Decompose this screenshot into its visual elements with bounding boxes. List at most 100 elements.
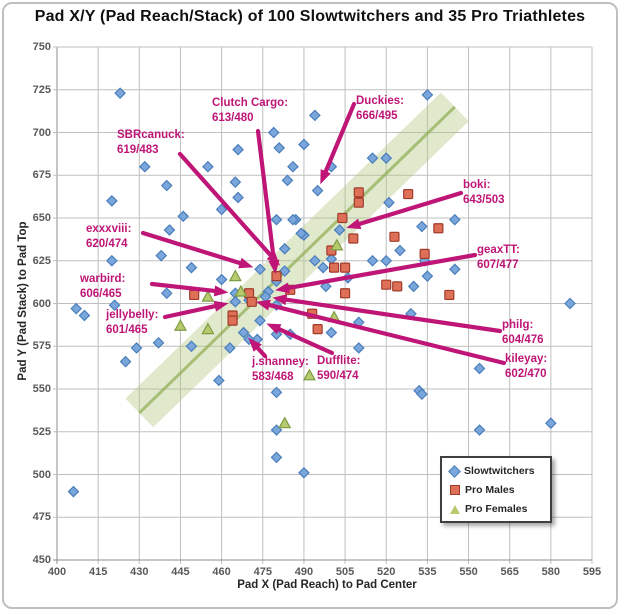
annotation-arrow xyxy=(177,151,273,258)
slowtwitcher-point xyxy=(78,309,91,322)
y-tick-label: 725 xyxy=(32,83,51,96)
y-tick-label: 650 xyxy=(32,212,51,224)
annotation-arrow xyxy=(162,304,217,320)
slowtwitcher-point xyxy=(155,249,168,262)
pro-male-point xyxy=(312,324,323,335)
pro-male-point xyxy=(381,279,392,290)
pro-female-point xyxy=(234,284,248,297)
annotation-jellybelly: jellybelly: 601/465 xyxy=(106,308,158,338)
chart-title: Pad X/Y (Pad Reach/Stack) of 100 Slowtwi… xyxy=(34,8,586,25)
slowtwitcher-point xyxy=(394,244,406,257)
slowtwitcher-point xyxy=(237,326,250,339)
annotation-arrowhead xyxy=(238,257,254,269)
annotation-name: jellybelly: xyxy=(106,309,159,321)
slowtwitcher-point xyxy=(309,254,321,267)
annotation-arrow xyxy=(284,297,503,334)
y-tick-label: 700 xyxy=(32,126,51,139)
slowtwitcher-point xyxy=(295,227,308,240)
x-tick-label: 475 xyxy=(253,566,272,578)
x-tick-label: 520 xyxy=(377,566,396,578)
slowtwitcher-point xyxy=(70,302,83,315)
slowtwitcher-point xyxy=(177,210,190,223)
annotation-name: geaxTT: xyxy=(477,244,520,256)
x-tick-label: 460 xyxy=(212,566,231,578)
annotation-geaxtt: geaxTT: 607/477 xyxy=(477,243,520,273)
slowtwitcher-point xyxy=(270,451,283,464)
pro-male-point xyxy=(403,188,414,200)
slowtwitcher-point xyxy=(232,143,244,156)
annotation-exxxviii: exxxviii: 620/474 xyxy=(86,222,131,252)
annotation-arrowhead xyxy=(275,282,290,294)
slowtwitcher-point xyxy=(448,263,461,276)
pro-female-point xyxy=(278,416,292,429)
annotation-arrowhead xyxy=(255,299,271,311)
annotation-sbrcanuck: SBRcanuck: 619/483 xyxy=(117,128,185,158)
slowtwitcher-point xyxy=(309,109,321,122)
legend-label: Slowtwitchers xyxy=(464,465,535,477)
slowtwitcher-point xyxy=(114,87,126,100)
slowtwitcher-point xyxy=(366,254,379,267)
annotation-arrowhead xyxy=(266,251,280,266)
annotation-arrow xyxy=(277,327,335,356)
slowtwitcher-point xyxy=(202,160,214,173)
annotation-name: boki: xyxy=(463,179,491,191)
x-tick-label: 535 xyxy=(418,566,437,578)
slowtwitcher-point xyxy=(223,342,236,354)
slowtwitcher-point xyxy=(119,355,132,368)
slowtwitcher-point xyxy=(229,176,242,188)
annotation-arrow xyxy=(149,281,217,293)
pro-female-point xyxy=(228,269,242,282)
slowtwitcher-point xyxy=(383,196,395,209)
pro-male-point xyxy=(246,296,257,307)
slowtwitcher-point xyxy=(106,195,118,207)
diamond-marker-icon xyxy=(448,464,461,478)
annotation-value: 613/480 xyxy=(212,111,254,124)
slowtwitcher-point xyxy=(267,126,280,139)
pro-male-point xyxy=(392,281,403,292)
annotation-arrow xyxy=(140,230,243,266)
y-tick-label: 575 xyxy=(32,340,51,353)
annotation-kileyay: kileyay: 602/470 xyxy=(505,352,547,382)
annotation-arrowhead xyxy=(213,300,229,312)
annotation-arrow xyxy=(255,128,276,263)
annotation-arrow xyxy=(267,303,507,366)
slowtwitcher-point xyxy=(416,388,428,400)
slowtwitcher-point xyxy=(448,213,461,226)
annotation-name: warbird: xyxy=(80,273,126,285)
x-axis-title: Pad X (Pad Reach) to Pad Center xyxy=(237,579,417,591)
annotation-value: 606/465 xyxy=(80,287,122,300)
pro-male-point xyxy=(339,288,351,299)
slowtwitcher-point xyxy=(380,254,393,267)
legend-item-pro-males: Pro Males xyxy=(450,484,544,496)
x-tick-label: 550 xyxy=(459,566,478,578)
legend-label: Pro Females xyxy=(465,503,528,515)
annotation-arrow xyxy=(323,101,357,174)
legend: Slowtwitchers Pro Males Pro Females xyxy=(440,456,552,523)
legend-item-pro-females: Pro Females xyxy=(450,503,544,515)
annotation-value: 583/468 xyxy=(252,370,294,383)
pro-male-point xyxy=(433,223,444,234)
y-tick-label: 625 xyxy=(32,254,51,267)
slowtwitcher-point xyxy=(564,297,576,310)
slowtwitcher-point xyxy=(287,160,299,173)
slowtwitcher-point xyxy=(416,220,428,233)
pro-male-point xyxy=(419,248,430,260)
annotation-arrow xyxy=(255,346,268,359)
annotation-name: exxxviii: xyxy=(86,223,132,235)
annotation-arrowhead xyxy=(346,218,362,230)
x-tick-label: 490 xyxy=(294,566,314,578)
y-axis-title: Pad Y (Pad Stack) to Pad Top xyxy=(17,221,29,381)
slowtwitcher-point xyxy=(298,138,310,151)
slowtwitcher-point xyxy=(278,265,291,277)
slowtwitcher-point xyxy=(229,295,242,308)
annotation-value: 602/470 xyxy=(505,367,547,380)
slowtwitcher-point xyxy=(254,314,266,327)
annotation-name: SBRcanuck: xyxy=(117,129,185,141)
slowtwitcher-point xyxy=(352,342,365,354)
pro-female-point xyxy=(173,318,187,331)
slowtwitcher-point xyxy=(270,328,283,341)
y-tick-label: 500 xyxy=(32,468,51,481)
slowtwitcher-point xyxy=(298,466,310,479)
slowtwitcher-point xyxy=(544,417,557,430)
y-tick-label: 750 xyxy=(32,41,51,53)
